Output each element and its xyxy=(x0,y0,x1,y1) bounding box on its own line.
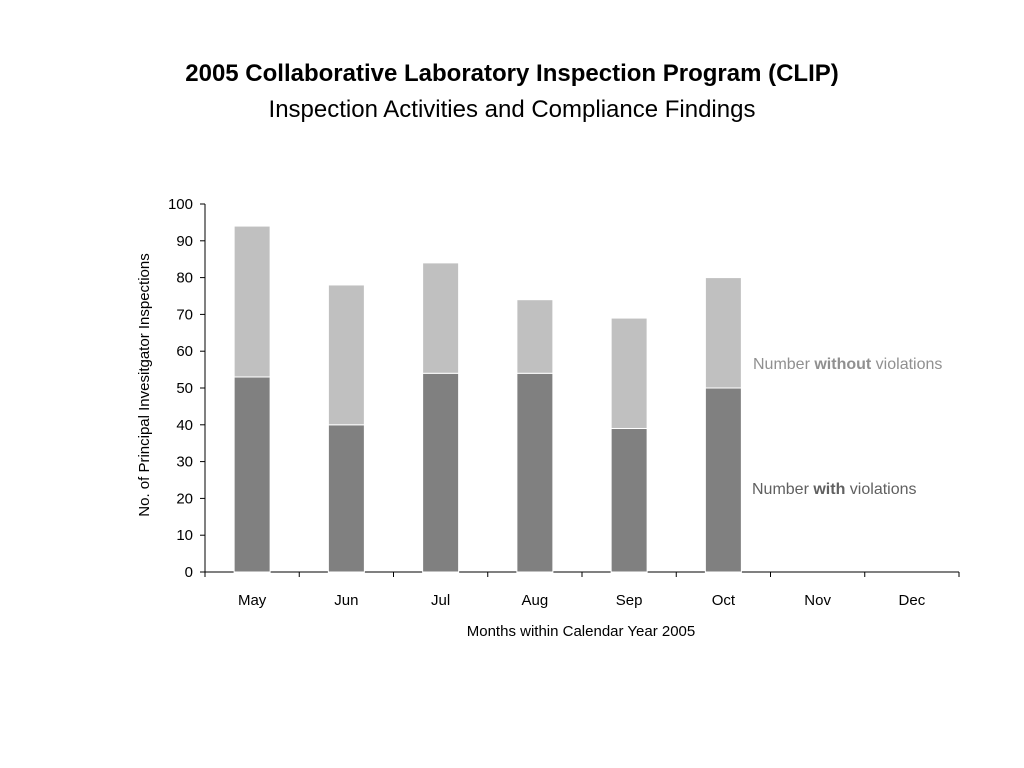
legend-without-pre: Number xyxy=(753,356,814,373)
y-tick-label: 0 xyxy=(185,564,193,581)
y-axis: 0 10 20 30 40 50 60 70 80 90 100 xyxy=(168,196,206,581)
x-tick-label: Nov xyxy=(804,592,831,609)
y-tick-label: 40 xyxy=(176,417,193,434)
y-tick-label: 70 xyxy=(176,306,193,323)
legend-without-violations: Number without violations xyxy=(753,356,942,373)
bar-with-oct xyxy=(704,387,742,573)
bar-without-oct xyxy=(704,277,742,389)
x-axis-title: Months within Calendar Year 2005 xyxy=(467,623,696,640)
x-tick-label: Oct xyxy=(712,592,736,609)
legend-without-bold: without xyxy=(813,356,872,373)
legend-with-violations: Number with violations xyxy=(752,481,917,498)
legend-without-post: violations xyxy=(871,356,942,373)
bar-with-jun xyxy=(327,424,365,573)
x-tick-label: Sep xyxy=(616,592,643,609)
x-tick-label: Jul xyxy=(431,592,450,609)
legend-with-pre: Number xyxy=(752,481,813,498)
bar-without-aug xyxy=(516,299,554,374)
y-tick-label: 80 xyxy=(176,270,193,287)
bars xyxy=(233,225,742,573)
bar-without-may xyxy=(233,225,271,378)
y-axis-title: No. of Principal Invesitgator Inspection… xyxy=(136,253,153,516)
legend-with-bold: with xyxy=(812,481,845,498)
x-axis: May Jun Jul Aug Sep Oct Nov Dec xyxy=(204,571,960,609)
legend-with-post: violations xyxy=(845,481,916,498)
bar-with-may xyxy=(233,376,271,573)
y-tick-label: 100 xyxy=(168,196,193,213)
chart-title: 2005 Collaborative Laboratory Inspection… xyxy=(185,60,839,87)
bar-without-sep xyxy=(610,317,648,429)
y-tick-label: 50 xyxy=(176,380,193,397)
x-tick-label: Jun xyxy=(334,592,358,609)
chart-subtitle: Inspection Activities and Compliance Fin… xyxy=(268,96,756,123)
bar-with-jul xyxy=(422,372,460,573)
bar-without-jun xyxy=(327,284,365,426)
bar-with-aug xyxy=(516,372,554,573)
x-tick-label: May xyxy=(238,592,267,609)
y-tick-label: 10 xyxy=(176,527,193,544)
y-tick-label: 20 xyxy=(176,490,193,507)
x-tick-label: Dec xyxy=(899,592,926,609)
y-tick-label: 60 xyxy=(176,343,193,360)
y-tick-label: 90 xyxy=(176,233,193,250)
y-tick-label: 30 xyxy=(176,454,193,471)
bar-with-sep xyxy=(610,427,648,573)
bar-without-jul xyxy=(422,262,460,374)
x-tick-label: Aug xyxy=(522,592,549,609)
